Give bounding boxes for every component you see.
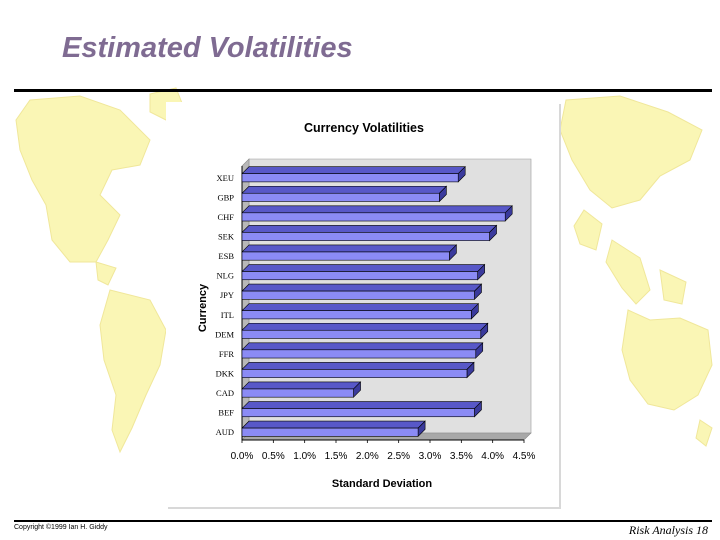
bar-top-itl [241,303,480,311]
footer-divider [14,520,712,522]
y-tick-label: JPY [220,290,234,300]
copyright-notice: Copyright ©1999 Ian H. Giddy [14,524,108,531]
x-tick-label: 3.0% [419,451,442,462]
chart-panel: Currency Volatilities Currency Standard … [166,102,559,507]
y-tick-label: FFR [219,349,234,359]
bar-cad [241,388,354,398]
bar-itl [241,310,472,320]
slide-title: Estimated Volatilities [62,32,353,64]
chart-title: Currency Volatilities [304,121,424,135]
bar-dem [241,329,482,339]
bar-nlg [241,271,478,281]
bar-top-chf [241,205,513,214]
y-tick-label: BEF [218,408,234,418]
bar-top-cad [241,381,362,390]
y-tick-label: DEM [215,329,234,339]
bar-top-jpy [241,283,483,292]
x-tick-label: 4.5% [513,451,536,462]
x-tick-label: 1.0% [293,451,316,462]
bar-aud [241,427,419,437]
bar-esb [241,251,450,261]
y-tick-label: CHF [217,212,234,222]
bar-top-dkk [241,362,475,370]
bar-dkk [241,369,468,378]
y-tick-label: XEU [217,173,234,183]
bar-top-xeu [241,166,466,174]
x-tick-label: 3.5% [450,451,473,462]
bar-gbp [241,192,440,202]
x-tick-label: 0.0% [231,451,254,462]
x-tick-label: 0.5% [262,451,285,462]
bar-chart: Currency Volatilities Currency Standard … [197,121,536,490]
bar-ffr [241,349,477,359]
title-divider [14,89,712,92]
x-axis-label: Standard Deviation [332,478,433,490]
x-tick-label: 2.5% [387,451,410,462]
page-label: Risk Analysis 18 [628,523,708,537]
bar-chf [241,212,506,222]
y-tick-label: SEK [218,232,235,242]
bar-bef [241,408,475,418]
y-tick-label: NLG [217,271,234,281]
bar-jpy [241,290,475,300]
bar-top-gbp [241,185,448,194]
bar-xeu [241,173,459,183]
bar-top-sek [241,225,498,233]
bar-top-ffr [241,342,484,351]
y-axis-label: Currency [197,283,209,332]
y-tick-label: ITL [221,310,234,320]
y-tick-label: AUD [216,427,234,437]
bar-top-dem [241,322,489,331]
x-tick-label: 2.0% [356,451,379,462]
bar-top-bef [241,401,483,409]
bar-sek [241,232,490,241]
y-tick-label: ESB [218,251,234,261]
bar-top-aud [241,420,426,429]
x-tick-label: 1.5% [325,451,348,462]
y-tick-label: GBP [217,192,234,202]
bar-top-nlg [241,264,486,272]
bar-top-esb [241,244,458,253]
x-tick-label: 4.0% [481,451,504,462]
y-tick-label: CAD [216,388,234,398]
y-tick-label: DKK [216,369,235,379]
